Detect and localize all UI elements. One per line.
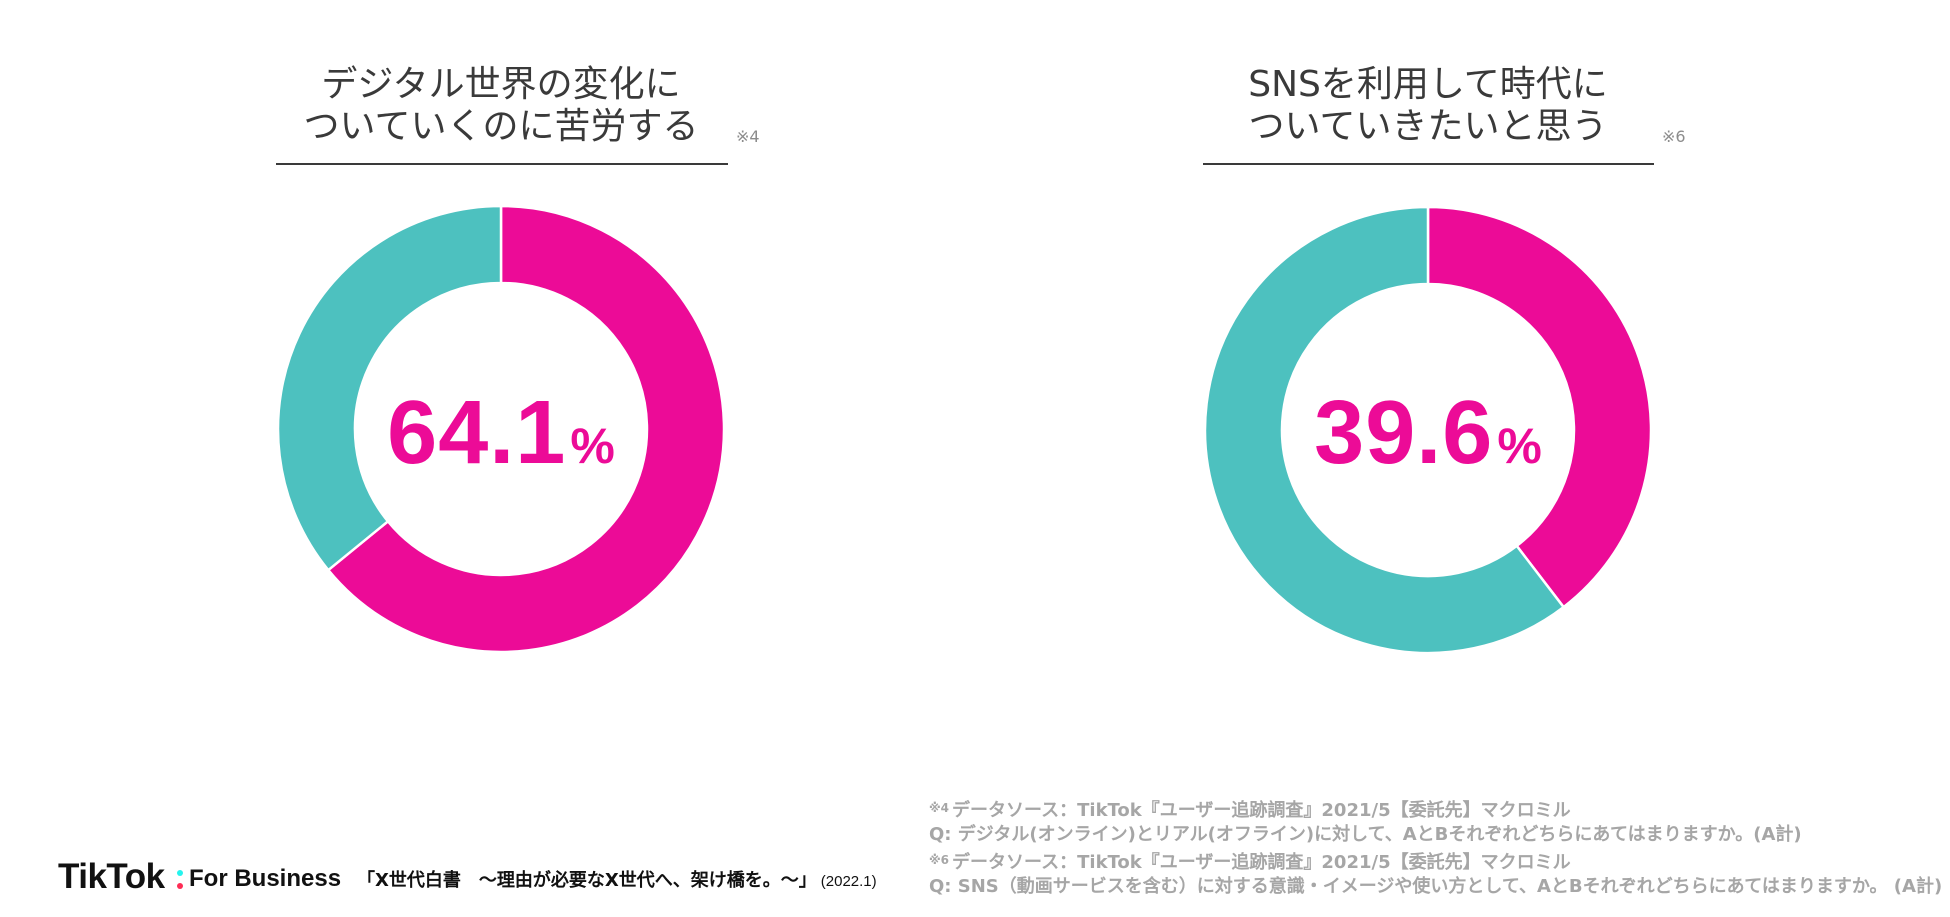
footnote-source-text: データソース：TikTok『ユーザー追跡調査』2021/5【委託先】マクロミル — [952, 852, 1571, 873]
center-unit: % — [1497, 418, 1542, 474]
footnote-question: Q: デジタル(オンライン)とリアル(オフライン)に対して、AとBそれぞれどちら… — [929, 824, 1802, 845]
donut-center-label: 64.1 % — [387, 388, 615, 478]
footnote-source: ※4 データソース：TikTok『ユーザー追跡調査』2021/5【委託先】マクロミ… — [929, 802, 1571, 820]
colon-dot-top — [177, 870, 183, 876]
chart-title-line: デジタル世界の変化に — [321, 64, 681, 105]
publication-title: 「X世代白書 〜理由が必要なX世代へ、架け橋を。〜」 — [357, 870, 817, 891]
chart-title-line: ついていくのに苦労する — [303, 106, 699, 147]
footnote-question: Q: SNS（動画サービスを含む）に対する意識・イメージや使い方として、AとBそ… — [929, 876, 1943, 897]
chart-title-line: ついていきたいと思う — [1248, 106, 1608, 147]
chart-note-mark: ※4 — [736, 127, 760, 146]
center-unit: % — [570, 418, 615, 474]
footnote-source-text: データソース：TikTok『ユーザー追跡調査』2021/5【委託先】マクロミル — [952, 800, 1571, 821]
footnote-source: ※6 データソース：TikTok『ユーザー追跡調査』2021/5【委託先】マクロミ… — [929, 854, 1571, 872]
footnote-mark: ※6 — [929, 853, 950, 867]
chart-title-sns-keep-up: SNSを利用して時代に ついていきたいと思う — [1128, 64, 1728, 148]
donut-center-label: 39.6 % — [1314, 388, 1542, 478]
tiktok-wordmark: TikTok — [58, 857, 165, 896]
donut-slice-primary — [1426, 205, 1653, 609]
chart-title-line: SNSを利用して時代に — [1248, 64, 1608, 105]
footnote-mark: ※4 — [929, 801, 950, 815]
donut-chart-sns-keep-up — [1203, 205, 1653, 655]
donut-slice-rest — [276, 204, 503, 572]
publication-date: (2022.1) — [820, 873, 877, 890]
chart-note-mark: ※6 — [1662, 127, 1686, 146]
title-underline — [276, 163, 728, 165]
donut-slice-primary — [327, 204, 726, 654]
donut-chart-digital-change — [276, 204, 726, 654]
publication-credit: 「X世代白書 〜理由が必要なX世代へ、架け橋を。〜」 (2022.1) — [357, 872, 877, 890]
brand-suffix: For Business — [189, 865, 342, 892]
colon-dot-bottom — [177, 883, 183, 889]
title-underline — [1203, 163, 1654, 165]
center-value: 39.6 — [1314, 383, 1494, 483]
center-value: 64.1 — [387, 383, 567, 483]
logo-colon-icon — [177, 868, 184, 890]
donut-slice-rest — [1203, 205, 1565, 655]
chart-title-digital-change: デジタル世界の変化に ついていくのに苦労する — [201, 64, 801, 148]
